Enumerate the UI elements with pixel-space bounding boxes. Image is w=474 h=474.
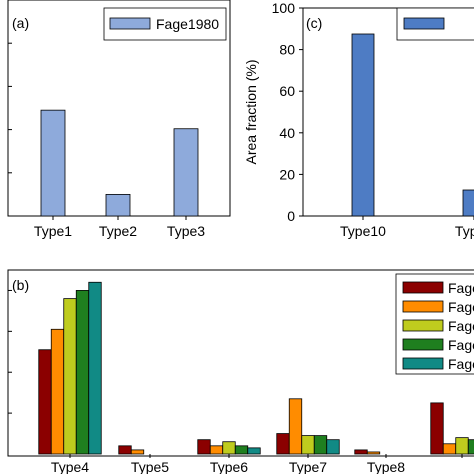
panel-c-xtick-label: Type1 bbox=[455, 223, 474, 239]
panel-b-bar bbox=[301, 435, 315, 455]
panel-c: (c) Area fraction (%) 0 20 40 60 80 100 Type1… bbox=[243, 0, 474, 239]
panel-b-bar bbox=[75, 290, 90, 455]
panel-c-ytick-label: 60 bbox=[279, 83, 295, 99]
panel-c-legend bbox=[396, 7, 474, 41]
panel-a-bar bbox=[173, 128, 199, 217]
panel-b-legend-label: Fage bbox=[448, 356, 474, 372]
panel-b-xtick-label: Type5 bbox=[131, 459, 169, 474]
panel-b-legend-label: Fage bbox=[448, 318, 474, 334]
panel-c-ytick-label: 40 bbox=[279, 125, 295, 141]
panel-a-bar bbox=[105, 193, 131, 217]
panel-a-bars bbox=[40, 109, 199, 217]
panel-a-xtick-label: Type1 bbox=[34, 223, 72, 239]
panel-c-ytick-label: 20 bbox=[279, 166, 295, 182]
panel-b-ticks: Type4 Type5 Type6 Type7 Type8 bbox=[8, 289, 463, 474]
panel-b-bar bbox=[50, 328, 65, 455]
panel-a-ticks: Type1 Type2 Type3 bbox=[8, 0, 205, 239]
panel-b-bar bbox=[276, 433, 290, 455]
panel-c-xtick-label: Type10 bbox=[340, 223, 386, 239]
panel-b-legend-swatch bbox=[402, 281, 444, 294]
panel-b-bar bbox=[326, 439, 340, 455]
panel-c-yticks: 0 20 40 60 80 100 bbox=[272, 0, 303, 224]
panel-b-legend-label: Fage bbox=[448, 299, 474, 315]
panel-b-xtick-label: Type8 bbox=[367, 459, 405, 474]
panel-b-bar bbox=[247, 447, 261, 455]
panel-c-bars bbox=[351, 33, 474, 217]
panel-c-ylabel: Area fraction (%) bbox=[243, 59, 259, 164]
panel-c-label: (c) bbox=[306, 15, 322, 31]
panel-a-label: (a) bbox=[12, 15, 29, 31]
panel-c-ytick-label: 80 bbox=[279, 42, 295, 58]
panel-b-bar bbox=[234, 445, 249, 455]
panel-b-xtick-label: Type4 bbox=[51, 459, 89, 474]
panel-c-ticks: Type10 Type1 bbox=[340, 216, 474, 239]
panel-b-bar bbox=[366, 451, 381, 455]
panel-b-bar bbox=[442, 443, 457, 455]
panel-b-legend: Fage Fage Fage Fage Fage bbox=[395, 273, 474, 375]
panel-b-bar bbox=[209, 445, 224, 455]
panel-b-bars bbox=[38, 281, 474, 455]
panel-b-legend-entries: Fage Fage Fage Fage Fage bbox=[402, 280, 474, 372]
panel-c-ytick-label: 100 bbox=[272, 0, 296, 16]
panel-b-label: (b) bbox=[12, 277, 29, 293]
panel-b-bar bbox=[130, 449, 145, 455]
panel-a-legend: Fage1980 bbox=[103, 7, 227, 41]
panel-b-frame bbox=[7, 269, 474, 457]
panel-b-bar bbox=[222, 441, 236, 455]
panel-c-bar bbox=[351, 33, 375, 217]
panel-a-legend-swatch bbox=[109, 17, 151, 30]
panel-a-xtick-label: Type2 bbox=[99, 223, 137, 239]
panel-a-legend-label: Fage1980 bbox=[156, 16, 219, 32]
panel-c-bar bbox=[462, 189, 474, 217]
panel-b-bar bbox=[288, 398, 303, 455]
panel-c-frame bbox=[302, 7, 474, 217]
panel-b-bar bbox=[467, 439, 474, 455]
panel-b-bar bbox=[88, 281, 102, 455]
panel-a-xtick-label: Type3 bbox=[167, 223, 205, 239]
panel-b-xtick-label: Type6 bbox=[210, 459, 248, 474]
panel-a: (a) Type1 Type2 Type3 Fage1980 bbox=[7, 0, 231, 239]
panel-b-legend-swatch bbox=[402, 300, 444, 313]
panel-b-bar bbox=[38, 349, 52, 455]
panel-b-legend-label: Fage bbox=[448, 280, 474, 296]
panel-b-bar bbox=[313, 435, 328, 455]
panel-b-bar bbox=[354, 449, 368, 455]
panel-b-legend-swatch bbox=[402, 357, 444, 370]
panel-b-bar bbox=[455, 437, 469, 455]
panel-b-bar bbox=[197, 439, 211, 455]
panel-b-legend-label: Fage bbox=[448, 337, 474, 353]
panel-b-bar bbox=[118, 445, 132, 455]
panel-b-xtick-label: Type7 bbox=[289, 459, 327, 474]
panel-c-ytick-label: 0 bbox=[287, 208, 295, 224]
panel-b-legend-swatch bbox=[402, 319, 444, 332]
panel-b-bar bbox=[430, 402, 444, 455]
panel-a-bar bbox=[40, 109, 66, 217]
panel-b-legend-swatch bbox=[402, 338, 444, 351]
panel-c-legend-swatch bbox=[403, 17, 445, 30]
panel-b-bar bbox=[63, 298, 77, 455]
